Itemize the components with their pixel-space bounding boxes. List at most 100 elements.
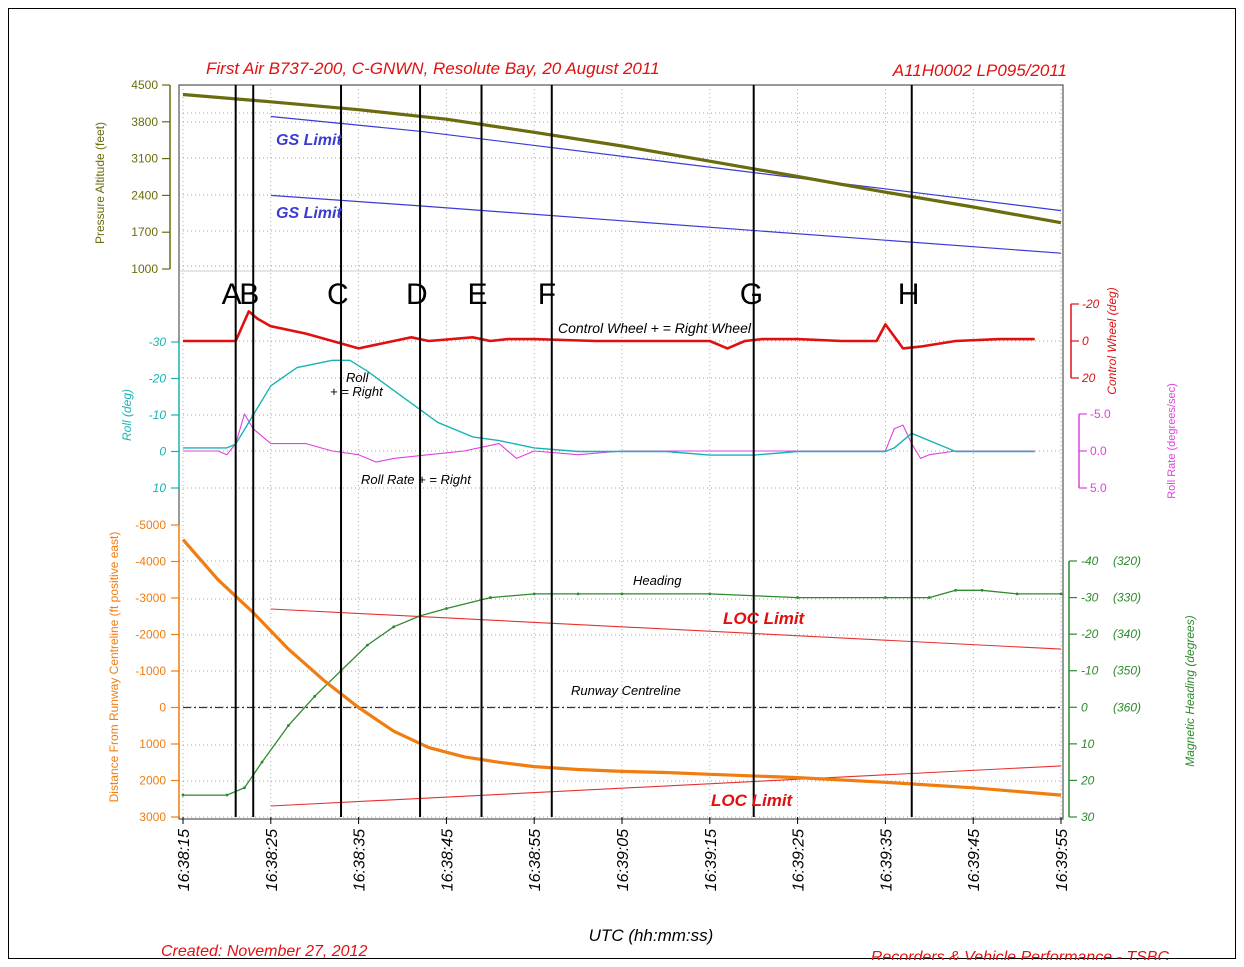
heading-point: [1059, 592, 1063, 596]
x-tick-label: 16:38:35: [352, 829, 369, 891]
loc-limit-label-upper: LOC Limit: [723, 609, 806, 628]
heading-tick-label: 10: [1081, 737, 1095, 751]
heading-tick-label: -20: [1081, 627, 1099, 641]
roll-label: Roll: [346, 370, 370, 385]
control-wheel-tick-label: -20: [1082, 297, 1100, 311]
distance-axis-title: Distance From Runway Centreline (ft posi…: [107, 532, 121, 803]
altitude-tick-label: 3100: [131, 152, 158, 166]
control-wheel-axis-title: Control Wheel (deg): [1105, 287, 1119, 394]
heading-point: [1015, 592, 1019, 596]
roll-tick-label: -30: [149, 335, 167, 349]
distance-tick-label: -2000: [135, 628, 166, 642]
heading-degree-label: (320): [1113, 554, 1141, 568]
heading-tick-label: -30: [1081, 591, 1099, 605]
roll-rate-tick-label: 0.0: [1090, 444, 1107, 458]
control-wheel-label: Control Wheel + = Right Wheel: [558, 320, 752, 336]
event-marker-label: C: [327, 278, 349, 311]
event-marker-label: D: [406, 278, 428, 311]
distance-tick-label: 1000: [139, 737, 166, 751]
control-wheel-tick-label: 0: [1082, 334, 1089, 348]
heading-tick-label: 20: [1080, 773, 1095, 787]
heading-point: [927, 596, 931, 599]
heading-degree-label: (360): [1113, 700, 1141, 714]
runway-centreline-label: Runway Centreline: [571, 683, 681, 698]
chart-frame: First Air B737-200, C-GNWN, Resolute Bay…: [8, 8, 1236, 960]
x-tick-label: 16:39:05: [615, 829, 632, 891]
gs-limit-lower-line: [270, 194, 1062, 254]
control-wheel-tick-label: 20: [1081, 371, 1096, 385]
roll-tick-label: -20: [149, 372, 167, 386]
heading-point: [365, 643, 369, 647]
heading-point: [620, 592, 624, 596]
footer-created: Created: November 27, 2012: [161, 943, 367, 960]
altitude-line: [182, 92, 1062, 225]
heading-tick-label: 30: [1081, 810, 1095, 824]
heading-point: [954, 588, 958, 592]
distance-tick-label: 0: [159, 701, 166, 715]
heading-tick-label: -40: [1081, 554, 1099, 568]
x-tick-label: 16:38:45: [439, 829, 456, 891]
heading-point: [576, 592, 580, 596]
heading-tick-label: 0: [1081, 700, 1088, 714]
roll-axis-title: Roll (deg): [120, 389, 134, 441]
roll-tick-label: -10: [149, 408, 167, 422]
event-marker-label: A: [222, 278, 242, 311]
roll-tick-label: 0: [159, 445, 166, 459]
distance-line: [181, 538, 1062, 797]
gs-limit-upper-line: [270, 115, 1062, 212]
distance-tick-label: 3000: [139, 810, 166, 824]
roll-rate-tick-label: -5.0: [1090, 407, 1111, 421]
x-tick-label: 16:38:15: [176, 829, 193, 891]
gs-limit-label-lower: GS Limit: [276, 205, 342, 222]
altitude-tick-label: 2400: [131, 188, 158, 202]
heading-degree-label: (330): [1113, 591, 1141, 605]
heading-point: [488, 596, 492, 599]
roll-rate-axis-title: Roll Rate (degrees/sec): [1166, 383, 1178, 499]
x-tick-label: 16:38:55: [527, 829, 544, 891]
chart-title: First Air B737-200, C-GNWN, Resolute Bay…: [206, 59, 660, 78]
roll-rate-tick-label: 5.0: [1090, 481, 1107, 495]
x-tick-label: 16:38:25: [264, 829, 281, 891]
heading-point: [313, 694, 317, 698]
heading-point: [243, 786, 246, 790]
loc-limit-upper-line: [270, 608, 1062, 650]
heading-label: Heading: [633, 573, 682, 588]
event-marker-label: E: [468, 278, 488, 311]
roll-label-sign: + = Right: [330, 384, 384, 399]
event-marker-label: F: [538, 278, 556, 311]
altitude-tick-label: 1000: [131, 262, 158, 276]
roll-rate-line: [183, 413, 1035, 463]
roll-tick-label: 10: [153, 481, 167, 495]
x-tick-label: 16:39:25: [791, 829, 808, 891]
heading-degree-label: (340): [1113, 627, 1141, 641]
loc-limit-lower-line: [270, 765, 1062, 807]
altitude-tick-label: 4500: [131, 78, 158, 92]
heading-axis-title: Magnetic Heading (degrees): [1183, 615, 1197, 766]
heading-point: [445, 607, 448, 610]
altitude-tick-label: 3800: [131, 115, 158, 129]
gs-limit-label-upper: GS Limit: [276, 132, 342, 149]
distance-tick-label: -3000: [135, 591, 166, 605]
roll-line: [183, 359, 1035, 456]
x-tick-label: 16:39:45: [966, 829, 983, 891]
footer-org: Recorders & Vehicle Performance - TSBC: [871, 949, 1170, 960]
heading-point: [181, 793, 185, 797]
distance-tick-label: -1000: [135, 664, 166, 678]
report-id: A11H0002 LP095/2011: [892, 61, 1067, 80]
distance-tick-label: 2000: [139, 774, 166, 788]
event-marker-label: G: [740, 278, 763, 311]
axes: 450038003100240017001000-30-20-10010-200…: [131, 78, 1141, 891]
altitude-tick-label: 1700: [131, 225, 158, 239]
altitude-axis-title: Pressure Altitude (feet): [93, 122, 107, 244]
heading-point: [225, 793, 229, 797]
control-wheel-line: [183, 310, 1035, 350]
heading-point: [980, 588, 984, 592]
heading-point: [708, 592, 712, 596]
flight-data-chart: First Air B737-200, C-GNWN, Resolute Bay…: [93, 59, 1197, 960]
distance-tick-label: -5000: [135, 518, 166, 532]
heading-point: [392, 625, 396, 629]
loc-limit-label-lower: LOC Limit: [711, 791, 794, 810]
event-marker-label: B: [239, 278, 259, 311]
heading-point: [286, 724, 290, 727]
event-marker-label: H: [898, 278, 920, 311]
